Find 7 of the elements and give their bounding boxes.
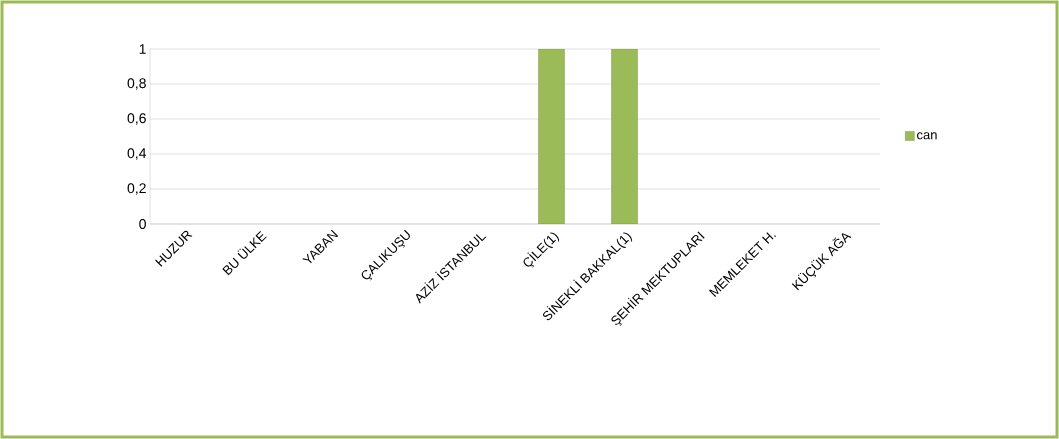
y-tick-label: 0,8: [127, 78, 146, 90]
y-tick-label: 0,2: [127, 183, 146, 195]
y-tick-label: 0,6: [127, 113, 146, 125]
y-tick-label: 0: [139, 219, 146, 229]
legend-label: can: [917, 132, 937, 140]
y-tick-label: 0,4: [127, 148, 147, 160]
y-tick-label: 1: [139, 44, 146, 54]
